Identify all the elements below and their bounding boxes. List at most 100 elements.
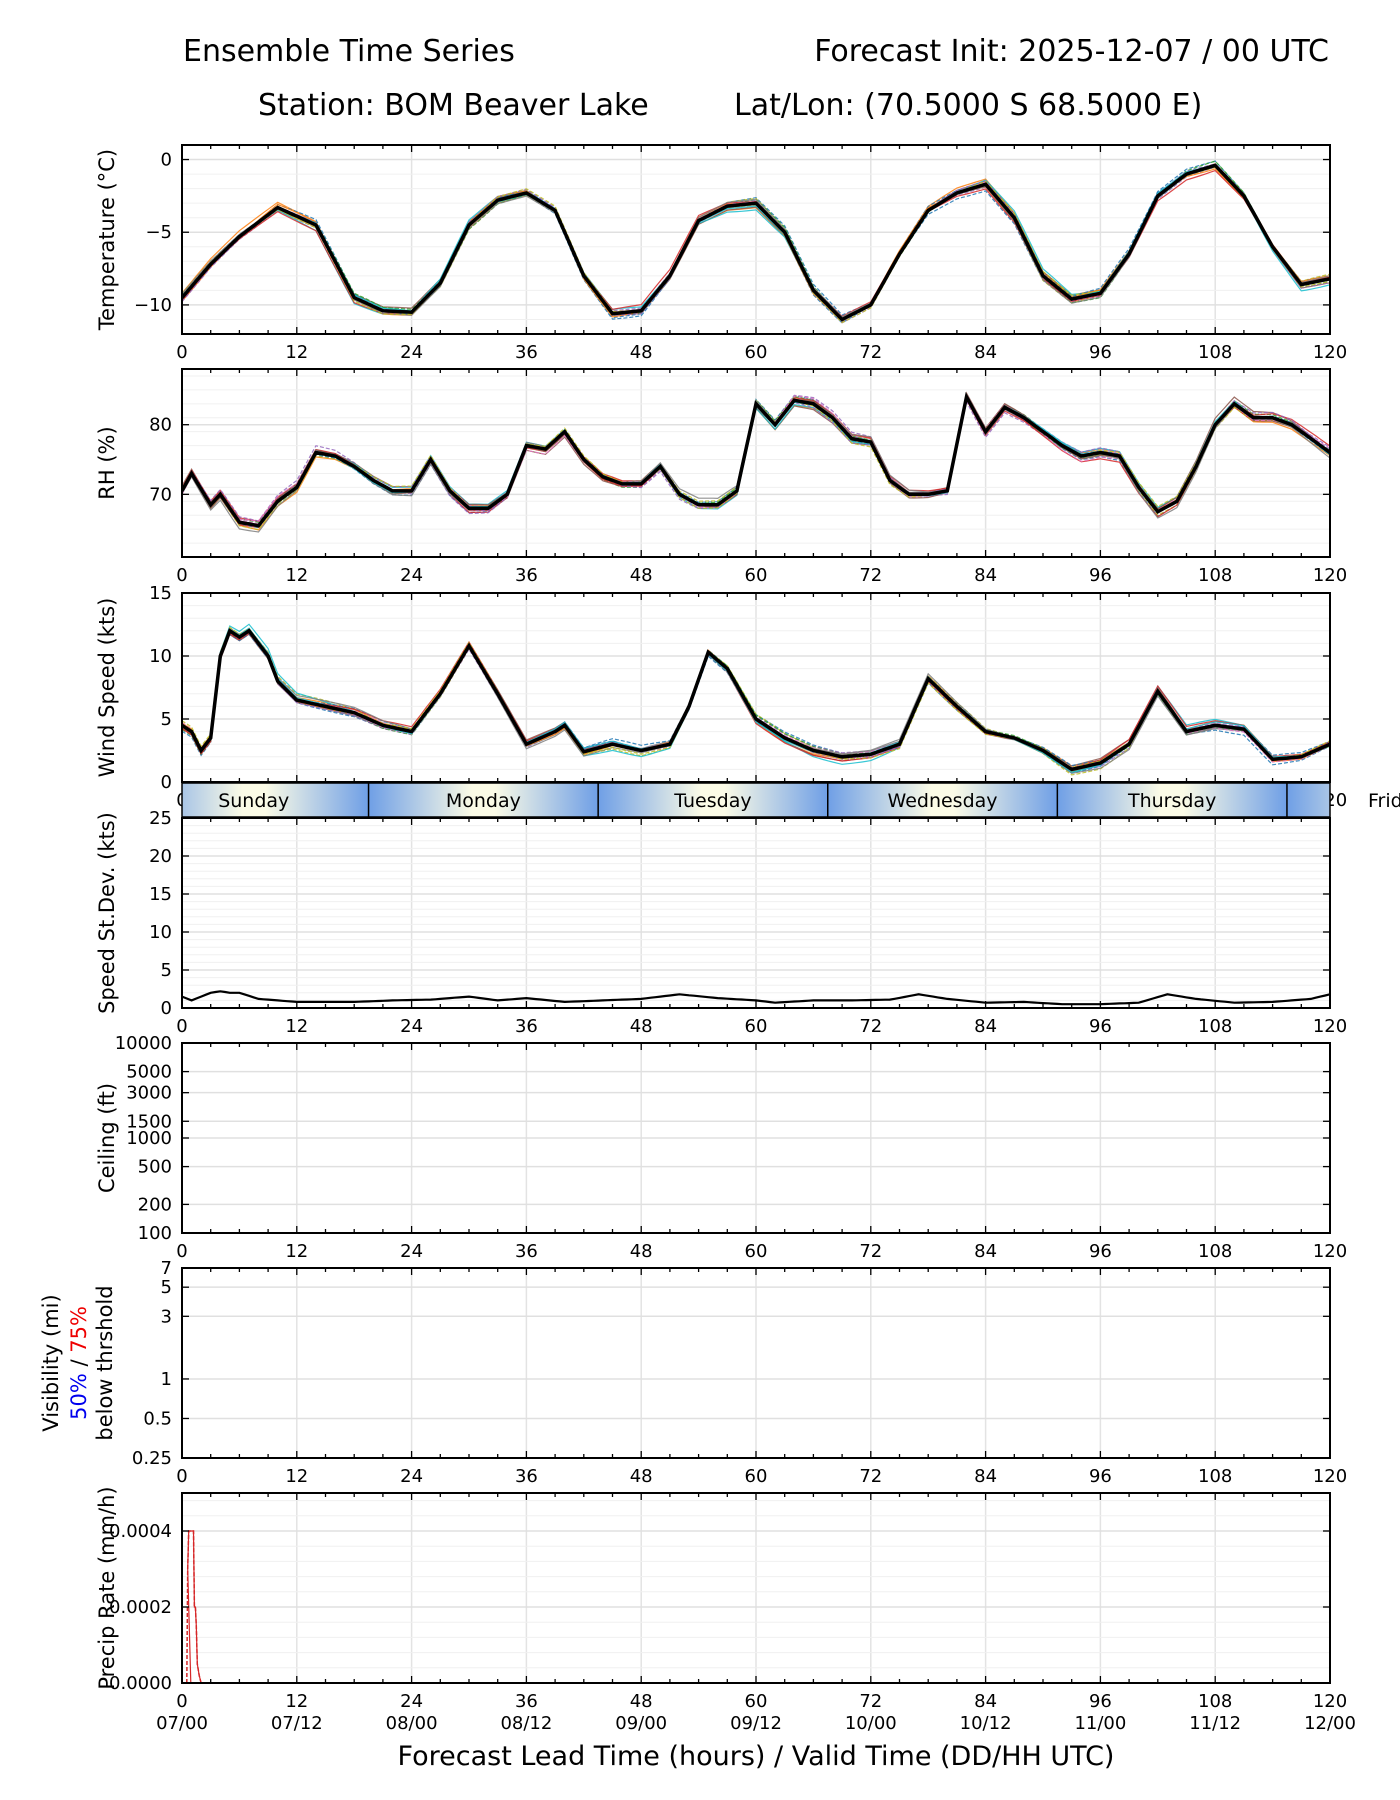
panel-speed_stdev (181, 817, 1331, 1009)
y-tick-label: 5 (161, 709, 172, 730)
y-tick-label: 0 (161, 998, 172, 1019)
x-tick-label: 12 (285, 1241, 308, 1262)
x-tick-label: 120 (1313, 1016, 1347, 1037)
x-tick-label: 12 (285, 1691, 308, 1712)
y-tick-label: 5 (161, 960, 172, 981)
station-title: Station: BOM Beaver Lake (258, 88, 649, 123)
x-tick-label: 120 (1313, 342, 1347, 363)
y-tick-label: 1500 (126, 1111, 172, 1132)
y-tick-label: −5 (145, 222, 172, 243)
x-tick-label: 0 (176, 1691, 187, 1712)
valid-time-label: 10/12 (960, 1713, 1012, 1734)
y-tick-label: 20 (149, 846, 172, 867)
x-tick-label: 84 (974, 1466, 997, 1487)
x-tick-label: 72 (859, 342, 882, 363)
x-tick-label: 96 (1089, 565, 1112, 586)
x-tick-label: 36 (515, 1466, 538, 1487)
x-tick-label: 24 (400, 1016, 423, 1037)
x-tick-label: 24 (400, 1466, 423, 1487)
y-axis-label-rh: RH (%) (95, 426, 119, 499)
day-label: Thursday (1127, 790, 1216, 812)
y-axis-label-ceiling: Ceiling (ft) (95, 1083, 119, 1193)
y-tick-label: 0 (161, 772, 172, 793)
y-tick-label: 70 (149, 484, 172, 505)
x-tick-label: 96 (1089, 1691, 1112, 1712)
panel-rh (181, 368, 1331, 558)
day-label: Monday (446, 790, 521, 812)
x-tick-label: 24 (400, 1241, 423, 1262)
x-tick-label: 12 (285, 1016, 308, 1037)
x-tick-label: 120 (1313, 1466, 1347, 1487)
x-tick-label: 36 (515, 1691, 538, 1712)
x-tick-label: 12 (285, 565, 308, 586)
mean-line-wind (182, 628, 1330, 772)
x-tick-label: 96 (1089, 342, 1112, 363)
y-axis-label-threshold: below thrshold (93, 1285, 117, 1440)
panel-visibility (181, 1267, 1331, 1459)
y-tick-label: 100 (138, 1223, 172, 1244)
x-tick-label: 48 (630, 1691, 653, 1712)
y-axis-label-percentiles: 50% / 75% (67, 1306, 91, 1420)
valid-time-label: 08/12 (500, 1713, 552, 1734)
y-tick-label: 10000 (115, 1033, 172, 1054)
y-tick-label: −10 (134, 295, 172, 316)
y-tick-label: 10 (149, 646, 172, 667)
day-label: Friday (1368, 790, 1400, 812)
y-tick-label: 3 (161, 1306, 172, 1327)
y-tick-label: 25 (149, 808, 172, 829)
x-tick-label: 96 (1089, 1016, 1112, 1037)
y-tick-label: 10 (149, 922, 172, 943)
x-tick-label: 72 (859, 1016, 882, 1037)
valid-time-label: 09/12 (730, 1713, 782, 1734)
y-axis-label-wind: Wind Speed (kts) (95, 598, 119, 778)
x-tick-label: 84 (974, 565, 997, 586)
y-tick-label: 0.0004 (109, 1521, 172, 1542)
label-separator: / (67, 1353, 91, 1373)
x-tick-label: 12 (285, 342, 308, 363)
x-tick-label: 60 (745, 1691, 768, 1712)
x-tick-label: 36 (515, 1241, 538, 1262)
mean-line-speed_stdev (182, 990, 1330, 1006)
valid-time-label: 07/00 (156, 1713, 208, 1734)
day-cell (1286, 783, 1330, 817)
x-tick-label: 48 (630, 1241, 653, 1262)
y-tick-label: 500 (138, 1157, 172, 1178)
x-tick-label: 84 (974, 342, 997, 363)
day-band (182, 783, 1330, 817)
valid-time-label: 11/12 (1189, 1713, 1241, 1734)
x-tick-label: 96 (1089, 1466, 1112, 1487)
y-tick-label: 0.0000 (109, 1673, 172, 1694)
y-axis-label-precip: Precip Rate (mm/h) (95, 1486, 119, 1689)
panel-temperature (181, 144, 1331, 335)
day-band-frame (181, 782, 1331, 818)
day-label: Wednesday (888, 790, 998, 812)
x-tick-label: 0 (176, 1241, 187, 1262)
x-tick-label: 48 (630, 1016, 653, 1037)
day-cell (598, 783, 828, 817)
day-label: Sunday (218, 790, 289, 812)
x-tick-label: 24 (400, 565, 423, 586)
day-label: Tuesday (673, 790, 751, 812)
day-cell (182, 783, 369, 817)
y-tick-label: 0 (161, 150, 172, 171)
y-tick-label: 3000 (126, 1083, 172, 1104)
y-tick-label: 1 (161, 1369, 172, 1390)
x-tick-label: 96 (1089, 1241, 1112, 1262)
x-tick-label: 0 (176, 1016, 187, 1037)
x-tick-label: 60 (745, 1241, 768, 1262)
y-tick-label: 200 (138, 1194, 172, 1215)
label-50pct: 50% (67, 1373, 91, 1420)
valid-time-label: 08/00 (386, 1713, 438, 1734)
x-tick-label: 108 (1198, 342, 1232, 363)
panel-wind (181, 592, 1331, 783)
y-tick-label: 0.25 (132, 1448, 172, 1469)
x-tick-label: 0 (176, 1466, 187, 1487)
x-tick-label: 48 (630, 565, 653, 586)
day-cell (827, 783, 1058, 817)
x-tick-label: 72 (859, 1691, 882, 1712)
x-tick-label: 108 (1198, 1241, 1232, 1262)
x-tick-label: 84 (974, 1691, 997, 1712)
x-tick-label: 36 (515, 342, 538, 363)
valid-time-label: 12/00 (1304, 1713, 1356, 1734)
